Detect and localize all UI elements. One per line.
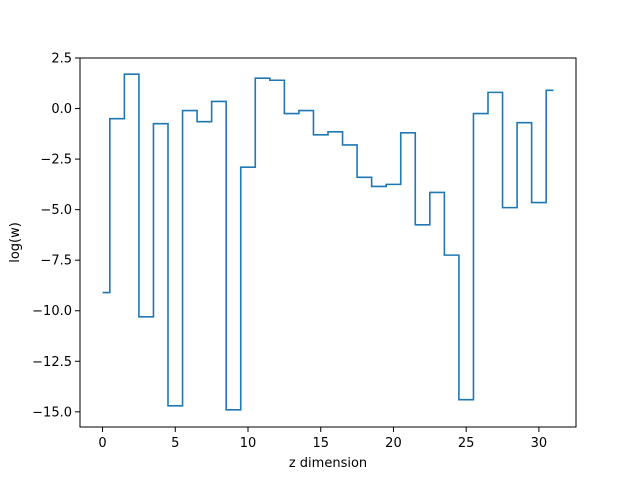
- series-line-0: [102, 73, 554, 411]
- x-tick-label: 20: [385, 436, 402, 451]
- y-tick-label: −15.0: [32, 405, 72, 420]
- y-tick-label: 2.5: [51, 52, 72, 67]
- plot-layer: [102, 73, 554, 411]
- y-tick-label: 0.0: [51, 102, 72, 117]
- y-axis-ticks: 2.5 0.0 −2.5 −5.0 −7.5 −10.0 −12.5 −15.0: [32, 52, 80, 420]
- x-tick-label: 10: [240, 436, 257, 451]
- x-axis-label: z dimension: [289, 456, 367, 471]
- y-tick-label: −7.5: [40, 254, 72, 269]
- x-axis-ticks: 0 5 10 15 20 25 30: [98, 427, 547, 451]
- y-tick-label: −10.0: [32, 304, 72, 319]
- y-axis-label: log(w): [8, 222, 23, 263]
- x-tick-label: 0: [98, 436, 106, 451]
- x-tick-label: 15: [312, 436, 329, 451]
- x-tick-label: 25: [458, 436, 475, 451]
- y-tick-label: −2.5: [40, 153, 72, 168]
- x-tick-label: 5: [171, 436, 179, 451]
- plot-frame: [79, 57, 577, 428]
- y-tick-label: −5.0: [40, 203, 72, 218]
- x-tick-label: 30: [531, 436, 548, 451]
- y-tick-label: −12.5: [32, 355, 72, 370]
